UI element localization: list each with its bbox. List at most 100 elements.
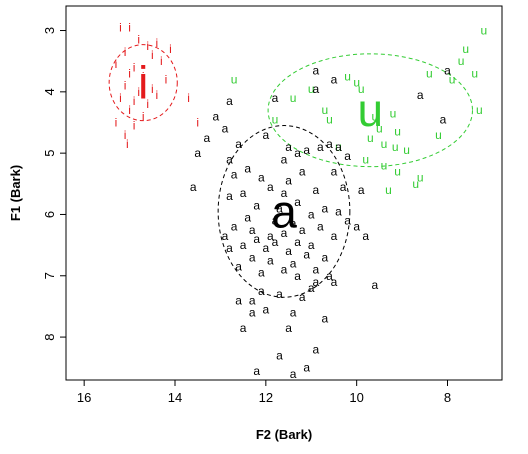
point-a: a (322, 201, 329, 215)
point-a: a (281, 263, 288, 277)
point-a: a (276, 287, 283, 301)
point-i: i (128, 20, 131, 34)
point-a: a (244, 161, 251, 175)
point-a: a (294, 146, 301, 160)
point-i: i (137, 85, 140, 99)
point-a: a (285, 140, 292, 154)
point-a: a (331, 275, 338, 289)
x-tick-label: 12 (259, 390, 273, 405)
point-a: a (253, 232, 260, 246)
point-i: i (115, 115, 118, 129)
point-i: i (119, 91, 122, 105)
point-a: a (322, 250, 329, 264)
point-a: a (213, 109, 220, 123)
point-a: a (344, 214, 351, 228)
point-u: u (392, 140, 399, 154)
point-a: a (235, 260, 242, 274)
point-a: a (281, 226, 288, 240)
point-a: a (272, 91, 279, 105)
point-a: a (262, 128, 269, 142)
point-a: a (308, 207, 315, 221)
point-u: u (290, 91, 297, 105)
point-u: u (435, 128, 442, 142)
point-u: u (403, 143, 410, 157)
point-a: a (335, 140, 342, 154)
point-i: i (155, 88, 158, 102)
point-a: a (440, 112, 447, 126)
point-i: i (133, 119, 136, 133)
point-i: i (126, 137, 129, 151)
point-i: i (146, 97, 149, 111)
point-u: u (344, 70, 351, 84)
y-tick-label: 6 (42, 211, 57, 218)
point-a: a (299, 290, 306, 304)
point-a: a (344, 149, 351, 163)
x-tick-label: 14 (168, 390, 182, 405)
point-u: u (335, 140, 342, 154)
point-u: u (385, 183, 392, 197)
point-u: u (322, 103, 329, 117)
point-i: i (128, 66, 131, 80)
point-a: a (258, 171, 265, 185)
point-a: a (312, 263, 319, 277)
point-i: i (124, 79, 127, 93)
point-u: u (426, 66, 433, 80)
point-i: i (151, 82, 154, 96)
point-i: i (146, 39, 149, 53)
point-a: a (231, 168, 238, 182)
point-a: a (276, 348, 283, 362)
point-a: a (240, 186, 247, 200)
point-i: i (142, 109, 145, 123)
point-a: a (317, 220, 324, 234)
point-a: a (371, 278, 378, 292)
point-u: u (412, 177, 419, 191)
point-a: a (326, 137, 333, 151)
point-a: a (267, 253, 274, 267)
point-i: i (124, 45, 127, 59)
point-a: a (312, 183, 319, 197)
point-i: i (137, 33, 140, 47)
point-u: u (308, 82, 315, 96)
ellipse-i (108, 44, 178, 122)
point-a: a (258, 284, 265, 298)
y-axis: 3 4 5 6 7 8 (42, 27, 66, 341)
point-u: u (480, 24, 487, 38)
point-a: a (222, 229, 229, 243)
point-u: u (476, 103, 483, 117)
point-a: a (322, 312, 329, 326)
centroid-a: a (271, 185, 297, 237)
point-u: u (367, 131, 374, 145)
x-axis-title: F2 (Bark) (256, 427, 312, 442)
ellipse-u (267, 53, 473, 168)
y-tick-label: 5 (42, 150, 57, 157)
point-a: a (240, 321, 247, 335)
point-i: i (124, 128, 127, 142)
point-a: a (285, 321, 292, 335)
point-a: a (253, 198, 260, 212)
point-a: a (226, 189, 233, 203)
point-a: a (312, 82, 319, 96)
point-a: a (249, 293, 256, 307)
y-tick-label: 3 (42, 27, 57, 34)
y-tick-label: 8 (42, 333, 57, 340)
point-u: u (462, 42, 469, 56)
point-a: a (285, 174, 292, 188)
point-u: u (394, 165, 401, 179)
point-a: a (290, 306, 297, 320)
point-a: a (358, 183, 365, 197)
point-a: a (303, 247, 310, 261)
point-a: a (235, 293, 242, 307)
point-u: u (362, 152, 369, 166)
y-axis-title: F1 (Bark) (8, 165, 23, 221)
confidence-ellipses (108, 44, 473, 298)
point-a: a (331, 229, 338, 243)
point-u: u (371, 109, 378, 123)
x-tick-label: 16 (77, 390, 91, 405)
point-i: i (133, 94, 136, 108)
centroid-u: u (357, 84, 383, 136)
point-u: u (358, 82, 365, 96)
point-u: u (381, 158, 388, 172)
point-u: u (471, 66, 478, 80)
point-a: a (276, 201, 283, 215)
